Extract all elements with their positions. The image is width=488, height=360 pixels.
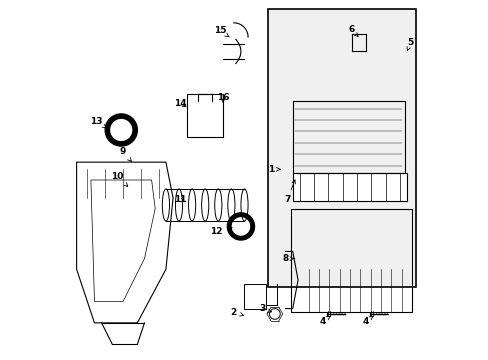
Bar [187,94,223,137]
Text: 2: 2 [230,308,243,317]
Bar [267,9,415,287]
Text: 8: 8 [282,254,294,263]
Text: 13: 13 [90,117,106,128]
Bar [244,284,265,309]
Text: 9: 9 [120,147,131,161]
Text: 10: 10 [111,172,127,186]
Text: 16: 16 [216,93,229,102]
Text: 3: 3 [259,304,271,313]
Text: 4: 4 [362,316,372,325]
Text: 6: 6 [348,26,357,36]
Text: 12: 12 [209,227,231,236]
Text: 1: 1 [267,165,280,174]
Text: 5: 5 [406,38,413,50]
Text: 14: 14 [174,99,186,108]
Text: 15: 15 [214,26,229,37]
Text: 7: 7 [284,180,295,204]
Bar [292,173,406,202]
Text: 4: 4 [319,316,329,325]
Text: 11: 11 [174,195,186,204]
